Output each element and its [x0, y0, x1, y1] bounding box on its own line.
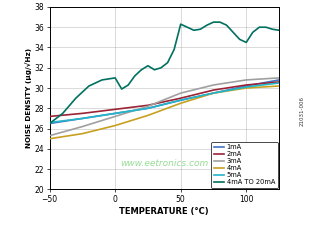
2mA — [48, 115, 51, 118]
4mA TO 20mA — [113, 76, 117, 79]
4mA — [113, 124, 117, 127]
4mA TO 20mA — [244, 41, 248, 44]
4mA TO 20mA — [212, 21, 215, 24]
4mA TO 20mA — [198, 28, 202, 31]
4mA — [81, 132, 84, 135]
3mA — [48, 134, 51, 137]
4mA — [277, 85, 281, 87]
2mA — [244, 84, 248, 86]
X-axis label: TEMPERATURE (°C): TEMPERATURE (°C) — [119, 207, 209, 216]
4mA — [48, 137, 51, 140]
4mA TO 20mA — [264, 26, 268, 29]
2mA — [113, 108, 117, 111]
4mA TO 20mA — [258, 26, 261, 29]
5mA — [179, 99, 183, 102]
Line: 2mA: 2mA — [50, 82, 279, 116]
Text: 21031-006: 21031-006 — [300, 96, 305, 126]
3mA — [244, 79, 248, 81]
1mA — [277, 79, 281, 81]
Line: 4mA TO 20mA: 4mA TO 20mA — [50, 22, 279, 124]
4mA TO 20mA — [140, 68, 143, 71]
1mA — [81, 117, 84, 120]
2mA — [277, 81, 281, 83]
1mA — [48, 122, 51, 125]
Line: 4mA: 4mA — [50, 86, 279, 139]
1mA — [212, 92, 215, 94]
3mA — [81, 125, 84, 128]
5mA — [81, 117, 84, 120]
4mA TO 20mA — [225, 24, 228, 27]
4mA — [146, 114, 150, 117]
4mA TO 20mA — [185, 26, 189, 29]
5mA — [244, 86, 248, 88]
1mA — [113, 112, 117, 115]
5mA — [146, 107, 150, 110]
4mA TO 20mA — [133, 74, 137, 77]
4mA TO 20mA — [61, 112, 64, 115]
4mA TO 20mA — [153, 68, 156, 71]
Line: 1mA: 1mA — [50, 80, 279, 124]
4mA TO 20mA — [205, 24, 209, 27]
4mA TO 20mA — [238, 38, 241, 41]
Line: 5mA: 5mA — [50, 83, 279, 122]
3mA — [277, 76, 281, 79]
Legend: 1mA, 2mA, 3mA, 4mA, 5mA, 4mA TO 20mA: 1mA, 2mA, 3mA, 4mA, 5mA, 4mA TO 20mA — [211, 142, 278, 188]
4mA TO 20mA — [87, 85, 91, 87]
Y-axis label: NOISE DENSITY (μg/√Hz): NOISE DENSITY (μg/√Hz) — [24, 48, 32, 148]
4mA TO 20mA — [271, 28, 274, 31]
4mA TO 20mA — [166, 61, 170, 64]
2mA — [179, 97, 183, 100]
4mA TO 20mA — [179, 23, 183, 26]
4mA — [244, 87, 248, 89]
2mA — [81, 112, 84, 115]
2mA — [146, 104, 150, 107]
5mA — [277, 82, 281, 84]
4mA TO 20mA — [74, 97, 78, 100]
4mA TO 20mA — [192, 29, 196, 32]
Text: www.eetronics.com: www.eetronics.com — [120, 158, 208, 167]
Line: 3mA: 3mA — [50, 78, 279, 136]
4mA — [212, 92, 215, 94]
3mA — [179, 92, 183, 94]
1mA — [179, 99, 183, 102]
4mA TO 20mA — [146, 64, 150, 67]
4mA TO 20mA — [172, 48, 176, 51]
1mA — [146, 107, 150, 110]
4mA TO 20mA — [218, 21, 222, 24]
4mA TO 20mA — [48, 122, 51, 125]
4mA TO 20mA — [100, 79, 104, 81]
3mA — [146, 105, 150, 108]
5mA — [212, 92, 215, 94]
3mA — [113, 115, 117, 118]
5mA — [113, 112, 117, 115]
4mA — [179, 102, 183, 105]
1mA — [244, 85, 248, 87]
5mA — [48, 121, 51, 124]
4mA TO 20mA — [277, 29, 281, 32]
4mA TO 20mA — [126, 84, 130, 86]
4mA TO 20mA — [231, 31, 235, 34]
4mA TO 20mA — [251, 31, 255, 34]
4mA TO 20mA — [120, 88, 124, 91]
3mA — [212, 84, 215, 86]
2mA — [212, 89, 215, 91]
4mA TO 20mA — [159, 66, 163, 69]
